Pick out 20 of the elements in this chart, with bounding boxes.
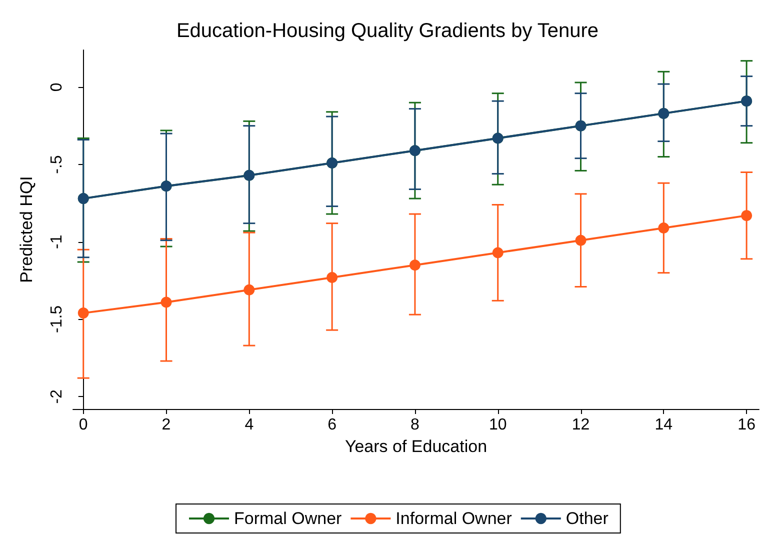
legend-label: Other (566, 509, 609, 528)
x-tick-label: 4 (244, 416, 254, 434)
legend-label: Formal Owner (234, 509, 342, 528)
y-axis-title: Predicted HQI (17, 176, 36, 283)
x-tick-label: 0 (78, 416, 88, 434)
y-tick-label: -2 (48, 389, 66, 404)
x-tick-label: 6 (328, 416, 337, 434)
chart-title: Education-Housing Quality Gradients by Tenure (176, 20, 599, 42)
y-tick-label: -1.5 (48, 305, 66, 334)
x-tick-label: 8 (410, 416, 420, 434)
x-tick-label: 10 (488, 416, 507, 434)
y-tick-label: -1 (48, 234, 66, 249)
x-axis-title: Years of Education (344, 436, 488, 456)
y-tick-label: 0 (48, 82, 66, 92)
x-tick-label: 14 (654, 416, 673, 434)
x-tick-label: 2 (162, 416, 171, 434)
x-tick-label: 16 (738, 416, 756, 434)
x-tick-label: 12 (572, 416, 590, 434)
legend-label: Informal Owner (396, 509, 512, 528)
y-tick-label: -.5 (48, 155, 66, 174)
